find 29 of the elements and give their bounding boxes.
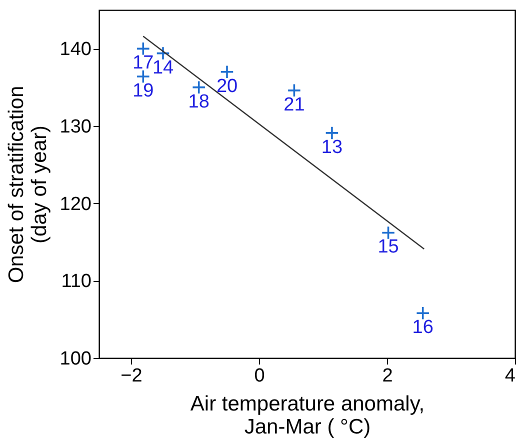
annotation: 19 [132,80,154,102]
point [136,42,150,56]
annotation: 15 [378,236,399,258]
annotation: 18 [188,91,210,112]
point [136,69,150,84]
y-tick-label: 110 [61,271,92,292]
x-tick-label: 2 [382,366,393,386]
x-axis-title: Air temperature anomaly, Jan-Mar ( °C) [190,392,425,438]
point [324,126,339,140]
x-tick-label: 0 [254,366,265,386]
point [192,80,206,94]
y-tick-label: 130 [60,116,92,138]
annotation: 17 [132,52,154,74]
point [287,83,302,98]
x-tick-label: 4 [504,366,516,386]
y-tick-label: 140 [60,39,92,60]
point [220,64,234,79]
point [156,46,170,60]
y-tick-label: 120 [60,194,92,215]
point [381,226,396,240]
y-axis-title: Onset of stratification (day of year) [4,86,51,284]
annotation: 13 [321,136,343,158]
annotation: 16 [412,317,434,338]
y-tick-label: 100 [60,348,92,370]
annotation: 21 [284,94,305,116]
annotation: 20 [216,76,238,97]
annotation: 14 [152,57,174,78]
x-tick-label: −2 [120,366,142,386]
point [416,306,430,320]
